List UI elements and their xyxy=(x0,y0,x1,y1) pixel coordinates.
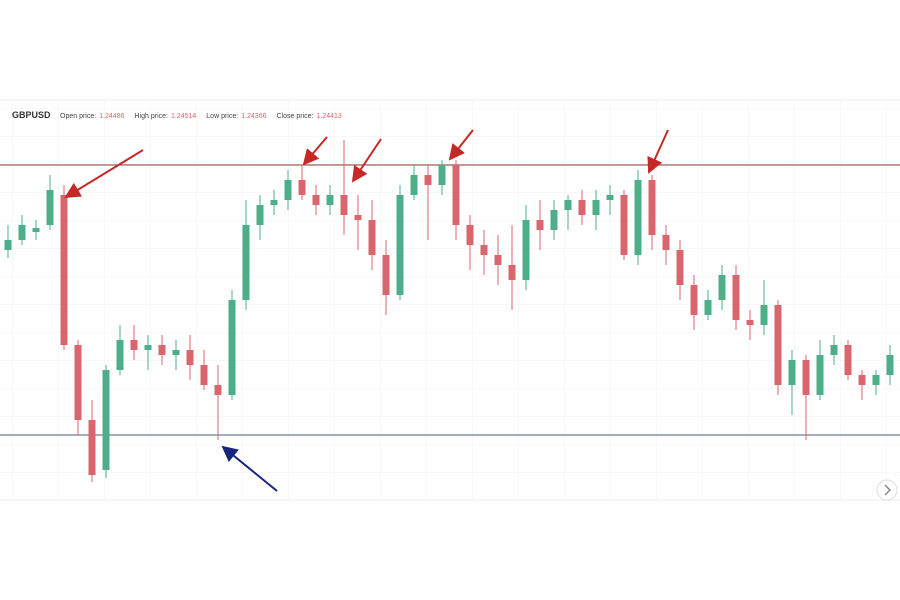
candle-body xyxy=(466,225,474,245)
candle-body xyxy=(396,195,404,295)
candle-body xyxy=(410,175,418,195)
candle-body xyxy=(634,180,642,255)
candle-body xyxy=(536,220,544,230)
candle-body xyxy=(648,180,656,235)
candle-body xyxy=(676,250,684,285)
candle-body xyxy=(662,235,670,250)
candle-body xyxy=(760,305,768,325)
candle-body xyxy=(494,255,502,265)
arrow xyxy=(221,445,278,492)
candle-body xyxy=(564,200,572,210)
candle-body xyxy=(354,215,362,220)
candle-body xyxy=(158,345,166,355)
candle-body xyxy=(452,165,460,225)
candle-body xyxy=(18,225,26,240)
candle-body xyxy=(872,375,880,385)
candle-body xyxy=(60,195,68,345)
candle-body xyxy=(620,195,628,255)
candle-body xyxy=(746,320,754,325)
candle-body xyxy=(88,420,96,475)
field-label: Close price: xyxy=(277,113,314,120)
field-label: High price: xyxy=(135,113,169,120)
candle-body xyxy=(858,375,866,385)
candle-body xyxy=(214,385,222,395)
candle-body xyxy=(550,210,558,230)
candle-body xyxy=(144,345,152,350)
field-value: 1.24514 xyxy=(171,113,196,120)
arrow xyxy=(64,149,144,199)
field-label: Open price: xyxy=(60,113,96,120)
grid xyxy=(0,100,900,500)
candle-body xyxy=(816,355,824,395)
candle-body xyxy=(46,190,54,225)
symbol: GBPUSD xyxy=(12,110,51,120)
candle-body xyxy=(4,240,12,250)
candle-body xyxy=(340,195,348,215)
candle-body xyxy=(228,300,236,395)
candle-body xyxy=(802,360,810,395)
candle-body xyxy=(704,300,712,315)
candle-body xyxy=(606,195,614,200)
arrow xyxy=(302,136,328,166)
candle-body xyxy=(592,200,600,215)
plot xyxy=(0,140,900,482)
candle-body xyxy=(242,225,250,300)
field-value: 1.24486 xyxy=(99,113,124,120)
candle-body xyxy=(508,265,516,280)
candle-body xyxy=(116,340,124,370)
arrow xyxy=(351,138,382,183)
candle-body xyxy=(256,205,264,225)
candle-body xyxy=(438,165,446,185)
candle-body xyxy=(368,220,376,255)
field-value: 1.24413 xyxy=(316,113,341,120)
candle-body xyxy=(774,305,782,385)
candle-body xyxy=(326,195,334,205)
candle-body xyxy=(424,175,432,185)
candle-body xyxy=(74,345,82,420)
arrows xyxy=(64,129,669,492)
scroll-button[interactable] xyxy=(876,479,898,501)
candle-body xyxy=(718,275,726,300)
candle-body xyxy=(270,200,278,205)
candle-body xyxy=(284,180,292,200)
candle-body xyxy=(578,200,586,215)
field-value: 1.24366 xyxy=(241,113,266,120)
candle-body xyxy=(200,365,208,385)
candle-body xyxy=(130,340,138,350)
candle-body xyxy=(886,355,894,375)
candle-body xyxy=(102,370,110,470)
candle-body xyxy=(382,255,390,295)
field-label: Low price: xyxy=(206,113,238,120)
arrow xyxy=(448,129,474,161)
candle-body xyxy=(298,180,306,195)
candle-body xyxy=(480,245,488,255)
arrow xyxy=(647,129,669,174)
candle-body xyxy=(844,345,852,375)
candle-body xyxy=(186,350,194,365)
candle-body xyxy=(172,350,180,355)
candle-body xyxy=(522,220,530,280)
candle-body xyxy=(32,228,40,232)
candle-body xyxy=(690,285,698,315)
candle-body xyxy=(788,360,796,385)
candle-body xyxy=(732,275,740,320)
header: GBPUSD Open price: 1.24486 High price: 1.24… xyxy=(12,110,342,120)
candle-body xyxy=(312,195,320,205)
candle-body xyxy=(830,345,838,355)
